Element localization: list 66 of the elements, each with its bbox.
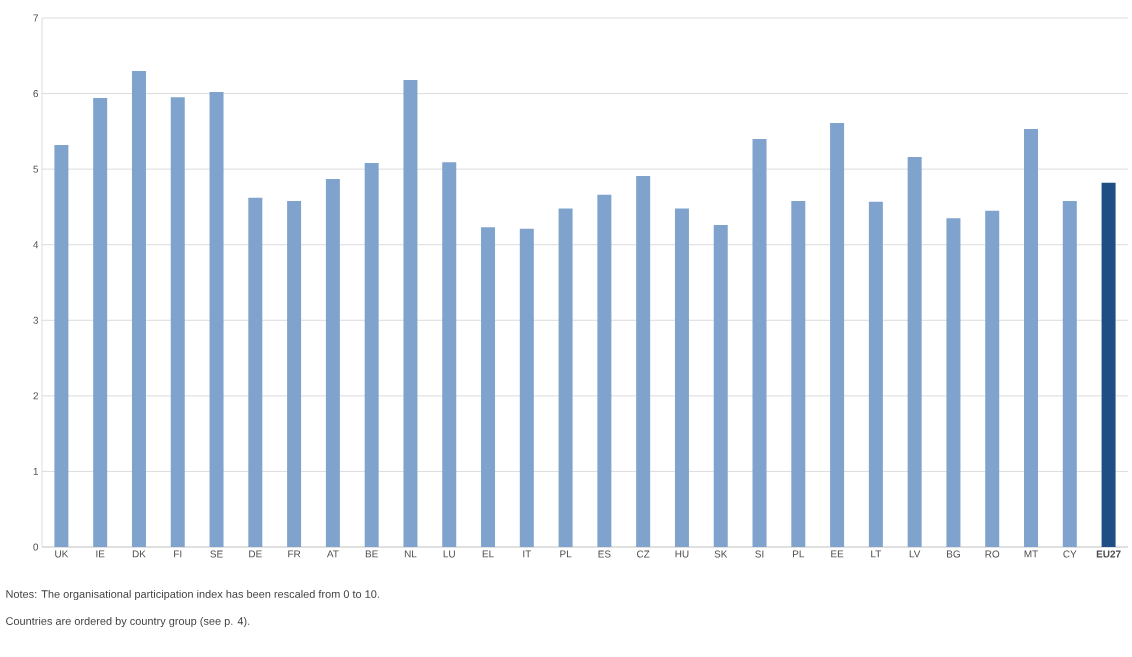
bar: [558, 208, 573, 547]
x-tick-label: MT: [1024, 550, 1038, 558]
bar: [442, 162, 457, 547]
text: Countries are ordered by country group (see p. 4).: [6, 616, 250, 628]
bar: [1024, 129, 1039, 547]
bar: [1101, 182, 1116, 547]
bar: [713, 225, 728, 547]
x-tick-label: ES: [598, 550, 611, 558]
x-tick-label: FI: [174, 550, 182, 558]
bar: [209, 92, 224, 547]
bar: [287, 200, 302, 547]
y-tick-label: 1: [33, 467, 38, 475]
x-tick-label: LV: [909, 550, 921, 558]
x-tick-label: NL: [404, 550, 417, 558]
x-tick-label: BE: [365, 550, 378, 558]
bar: [868, 201, 883, 547]
x-tick-label: CY: [1063, 550, 1077, 558]
x-tick-label: FR: [288, 550, 301, 558]
x-tick-label: PL: [560, 550, 572, 558]
x-tick-label: EU27: [1096, 550, 1121, 558]
bar: [364, 163, 379, 547]
bar: [946, 218, 961, 547]
x-tick-label: HU: [675, 550, 689, 558]
bar: [131, 70, 146, 547]
bar: [170, 97, 185, 547]
x-tick-label: RO: [985, 550, 1000, 558]
bar: [674, 208, 689, 547]
x-tick-label: AT: [326, 550, 339, 558]
bar: [1062, 200, 1077, 547]
bar: [403, 79, 418, 547]
y-tick-label: 4: [33, 241, 39, 249]
x-tick-label: DE: [249, 550, 262, 558]
x-tick-label: LU: [443, 550, 455, 558]
y-tick-label: 6: [33, 90, 39, 98]
bar: [481, 227, 496, 547]
x-tick-label: EL: [482, 550, 494, 558]
x-tick-label: BG: [947, 550, 960, 558]
bar: [54, 144, 69, 547]
bar: [325, 178, 340, 547]
y-tick-label: 5: [33, 165, 39, 173]
x-tick-label: SI: [755, 550, 764, 558]
x-tick-label: DK: [132, 550, 146, 558]
bar: [519, 228, 534, 547]
x-tick-label: IE: [96, 550, 105, 558]
x-tick-label: PL: [793, 550, 805, 558]
y-tick-label: 3: [33, 316, 39, 324]
x-tick-label: UK: [55, 550, 69, 558]
x-tick-label: CZ: [637, 550, 650, 558]
bar: [907, 157, 922, 547]
x-tick-label: SK: [714, 550, 728, 558]
bar: [636, 175, 651, 547]
y-tick-label: 0: [33, 543, 39, 551]
y-tick-label: 7: [33, 14, 38, 22]
bar: [93, 98, 108, 547]
y-tick-label: 2: [33, 392, 38, 400]
x-tick-label: EE: [831, 550, 844, 558]
bar: [985, 210, 1000, 547]
x-tick-label: SE: [210, 550, 223, 558]
x-tick-label: LT: [871, 550, 882, 558]
bar: [248, 197, 263, 547]
bar: [791, 200, 806, 547]
bar: [752, 138, 767, 547]
bar: [830, 123, 845, 547]
x-tick-label: IT: [523, 550, 532, 558]
text: Notes: The organisational participation index has been rescaled from 0 to 10.: [6, 589, 379, 601]
bar: [597, 194, 612, 547]
